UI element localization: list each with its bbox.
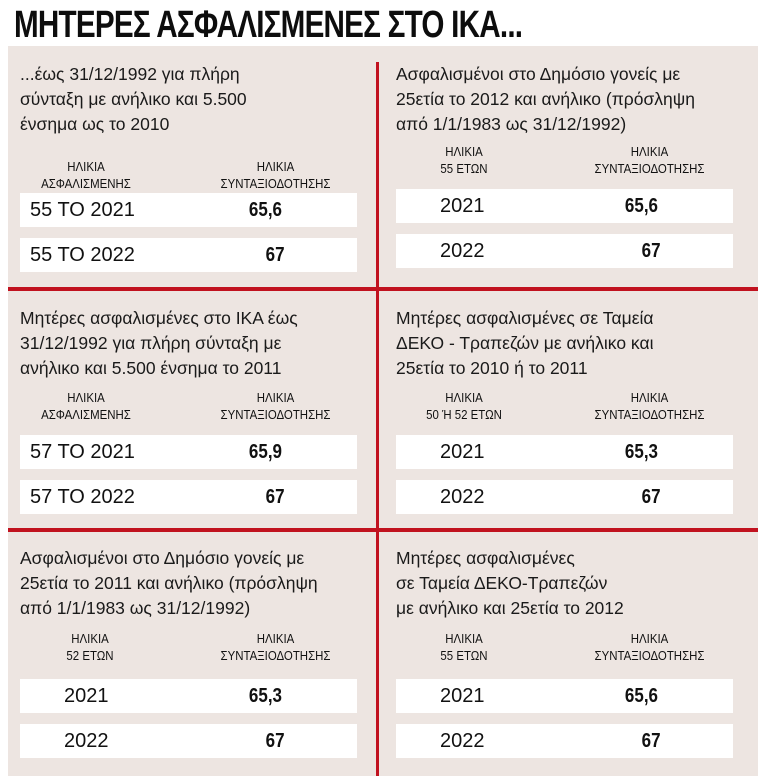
row-value: 65,6: [248, 199, 283, 221]
page-title: ΜΗΤΕΡΕΣ ΑΣΦΑΛΙΣΜΕΝΕΣ ΣΤΟ ΙΚΑ...: [14, 4, 523, 46]
row-age: 2022: [64, 730, 109, 752]
col-pension-age-header: ΗΛΙΚΙΑ ΣΥΝΤΑΞΙΟΔΟΤΗΣΗΣ: [220, 390, 331, 422]
col-age-header: ΗΛΙΚΙΑ 52 ΕΤΩΝ: [66, 631, 114, 663]
row-value: 65,3: [248, 685, 283, 707]
panel-description: Ασφαλισμένοι στο Δημόσιο γονείς με 25ετί…: [20, 548, 318, 618]
table-row: 2022 67: [396, 234, 733, 268]
column-headers: ΗΛΙΚΙΑ 50 Ή 52 ΕΤΩΝ ΗΛΙΚΙΑ ΣΥΝΤΑΞΙΟΔΟΤΗΣ…: [396, 389, 746, 433]
col-pension-age-header: ΗΛΙΚΙΑ ΣΥΝΤΑΞΙΟΔΟΤΗΣΗΣ: [594, 390, 705, 422]
row-age: 55 ΤΟ 2021: [30, 199, 135, 221]
panel-description: ...έως 31/12/1992 για πλήρη σύνταξη με α…: [20, 64, 247, 134]
panel-middle-right: Μητέρες ασφαλισμένες σε Ταμεία ΔΕΚΟ - Τρ…: [396, 306, 746, 514]
row-value: 65,3: [624, 441, 659, 463]
row-age: 55 ΤΟ 2022: [30, 244, 135, 266]
table-row: 2022 67: [396, 480, 733, 514]
row-age: 2021: [440, 195, 485, 217]
row-value: 67: [265, 244, 285, 266]
panel-description: Μητέρες ασφαλισμένες σε Ταμεία ΔΕΚΟ-Τραπ…: [396, 548, 624, 618]
table-row: 2021 65,3: [20, 679, 357, 713]
panel-description: Μητέρες ασφαλισμένες στο ΙΚΑ έως 31/12/1…: [20, 308, 298, 378]
row-value: 65,9: [248, 441, 283, 463]
table-row: 2021 65,6: [396, 189, 733, 223]
row-age: 2022: [440, 486, 485, 508]
horizontal-divider: [8, 287, 758, 291]
row-value: 65,6: [624, 195, 659, 217]
column-headers: ΗΛΙΚΙΑ 55 ΕΤΩΝ ΗΛΙΚΙΑ ΣΥΝΤΑΞΙΟΔΟΤΗΣΗΣ: [396, 143, 746, 187]
table-row: 2022 67: [20, 724, 357, 758]
row-age: 2021: [64, 685, 109, 707]
col-pension-age-header: ΗΛΙΚΙΑ ΣΥΝΤΑΞΙΟΔΟΤΗΣΗΣ: [220, 631, 331, 663]
col-age-header: ΗΛΙΚΙΑ 55 ΕΤΩΝ: [440, 144, 488, 176]
row-value: 67: [641, 730, 661, 752]
row-value: 67: [265, 730, 285, 752]
col-pension-age-header: ΗΛΙΚΙΑ ΣΥΝΤΑΞΙΟΔΟΤΗΣΗΣ: [220, 159, 331, 191]
row-value: 67: [265, 486, 285, 508]
panel-bottom-left: Ασφαλισμένοι στο Δημόσιο γονείς με 25ετί…: [20, 546, 370, 758]
row-age: 57 ΤΟ 2022: [30, 486, 135, 508]
table-row: 57 ΤΟ 2021 65,9: [20, 435, 357, 469]
row-age: 2022: [440, 730, 485, 752]
panel-bottom-right: Μητέρες ασφαλισμένες σε Ταμεία ΔΕΚΟ-Τραπ…: [396, 546, 746, 758]
col-age-header: ΗΛΙΚΙΑ ΑΣΦΑΛΙΣΜΕΝΗΣ: [41, 159, 131, 191]
col-pension-age-header: ΗΛΙΚΙΑ ΣΥΝΤΑΞΙΟΔΟΤΗΣΗΣ: [594, 631, 705, 663]
row-age: 2021: [440, 685, 485, 707]
table-row: 55 ΤΟ 2022 67: [20, 238, 357, 272]
table-row: 2021 65,6: [396, 679, 733, 713]
col-age-header: ΗΛΙΚΙΑ 55 ΕΤΩΝ: [440, 631, 488, 663]
col-age-header: ΗΛΙΚΙΑ ΑΣΦΑΛΙΣΜΕΝΗΣ: [41, 390, 131, 422]
table-row: 2022 67: [396, 724, 733, 758]
row-age: 2021: [440, 441, 485, 463]
panel-description: Μητέρες ασφαλισμένες σε Ταμεία ΔΕΚΟ - Τρ…: [396, 308, 654, 378]
table-row: 55 ΤΟ 2021 65,6: [20, 193, 357, 227]
infographic-background: [8, 46, 758, 776]
column-headers: ΗΛΙΚΙΑ ΑΣΦΑΛΙΣΜΕΝΗΣ ΗΛΙΚΙΑ ΣΥΝΤΑΞΙΟΔΟΤΗΣ…: [20, 389, 370, 433]
panel-top-left: ...έως 31/12/1992 για πλήρη σύνταξη με α…: [20, 62, 370, 272]
column-headers: ΗΛΙΚΙΑ 52 ΕΤΩΝ ΗΛΙΚΙΑ ΣΥΝΤΑΞΙΟΔΟΤΗΣΗΣ: [20, 630, 370, 674]
column-headers: ΗΛΙΚΙΑ 55 ΕΤΩΝ ΗΛΙΚΙΑ ΣΥΝΤΑΞΙΟΔΟΤΗΣΗΣ: [396, 630, 746, 674]
horizontal-divider: [8, 528, 758, 532]
col-pension-age-header: ΗΛΙΚΙΑ ΣΥΝΤΑΞΙΟΔΟΤΗΣΗΣ: [594, 144, 705, 176]
column-headers: ΗΛΙΚΙΑ ΑΣΦΑΛΙΣΜΕΝΗΣ ΗΛΙΚΙΑ ΣΥΝΤΑΞΙΟΔΟΤΗΣ…: [20, 158, 370, 202]
col-age-header: ΗΛΙΚΙΑ 50 Ή 52 ΕΤΩΝ: [426, 390, 502, 422]
row-value: 67: [641, 240, 661, 262]
panel-middle-left: Μητέρες ασφαλισμένες στο ΙΚΑ έως 31/12/1…: [20, 306, 370, 514]
table-row: 2021 65,3: [396, 435, 733, 469]
row-age: 57 ΤΟ 2021: [30, 441, 135, 463]
vertical-divider: [376, 62, 379, 776]
table-row: 57 ΤΟ 2022 67: [20, 480, 357, 514]
panel-description: Ασφαλισμένοι στο Δημόσιο γονείς με 25ετί…: [396, 64, 695, 134]
row-value: 67: [641, 486, 661, 508]
row-age: 2022: [440, 240, 485, 262]
row-value: 65,6: [624, 685, 659, 707]
panel-top-right: Ασφαλισμένοι στο Δημόσιο γονείς με 25ετί…: [396, 62, 746, 268]
